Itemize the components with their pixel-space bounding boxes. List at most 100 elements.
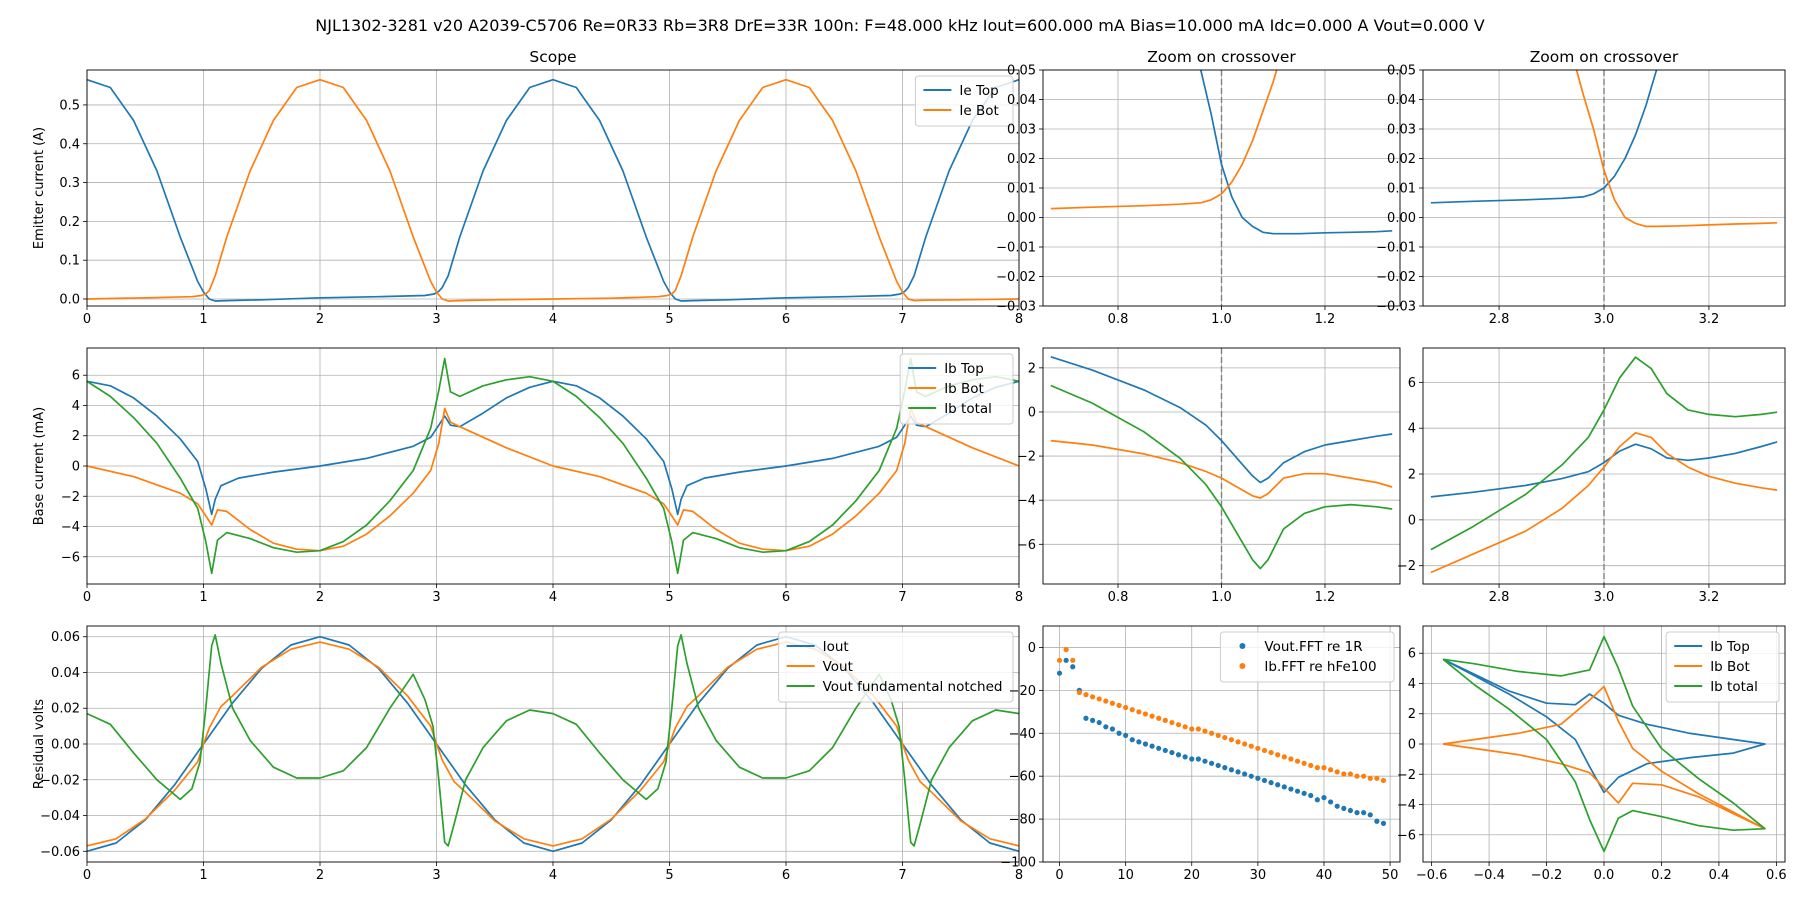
- data-point: [1129, 737, 1135, 743]
- axes-root: 0 1 2 3 4 5 6 7 8 0.0 0.1 0.2 0.3 0.4 0.5 Scope Emitter …: [32, 48, 1787, 883]
- legend-label: Vout: [823, 659, 853, 675]
- legend: Ib Top Ib Bot Ib total: [1665, 631, 1780, 703]
- y-axis-label: Emitter current (A): [32, 127, 47, 249]
- y-tick-label: 0.03: [1387, 123, 1416, 138]
- data-point: [1149, 713, 1155, 719]
- legend-label: Ib Top: [1710, 639, 1750, 655]
- data-point: [1281, 784, 1287, 790]
- x-tick-label: 0.4: [1709, 868, 1730, 883]
- data-point: [1109, 726, 1116, 732]
- data-point: [1255, 745, 1261, 751]
- x-tick-label: 1: [199, 868, 207, 883]
- x-tick-label: 8: [1015, 312, 1023, 327]
- y-tick-label: 0: [1408, 513, 1416, 528]
- y-tick-label: 2: [1028, 361, 1036, 376]
- data-point: [1334, 769, 1340, 775]
- legend: Vout.FFT re 1R Ib.FFT re hFe100: [1219, 631, 1395, 683]
- data-point: [1374, 775, 1380, 781]
- data-point: [1189, 726, 1195, 732]
- x-tick-label: 0.8: [1108, 312, 1129, 327]
- y-tick-label: 0.05: [1007, 64, 1036, 79]
- data-point: [1314, 797, 1320, 803]
- data-point: [1189, 756, 1195, 762]
- data-point: [1275, 752, 1281, 758]
- data-point: [1169, 749, 1175, 756]
- axes-scope-emitter: 0 1 2 3 4 5 6 7 8 0.0 0.1 0.2 0.3 0.4 0.5 Scope Emitter …: [32, 48, 1023, 327]
- plot-area: [87, 78, 1019, 302]
- data-point: [1056, 670, 1063, 676]
- legend-label: Iout: [823, 639, 849, 655]
- y-tick-label: 4: [72, 399, 80, 414]
- y-tick-label: 0.01: [1387, 182, 1416, 197]
- data-point: [1063, 657, 1069, 663]
- y-tick-label: 0.02: [1007, 152, 1036, 167]
- y-tick-label: 2: [1408, 707, 1416, 722]
- data-point: [1056, 657, 1063, 663]
- data-point: [1374, 818, 1380, 824]
- data-point: [1162, 747, 1168, 754]
- x-tick-label: 0: [1055, 868, 1063, 883]
- data-point: [1235, 739, 1241, 745]
- x-tick-label: 8: [1015, 868, 1023, 883]
- axes-frame: [86, 347, 1020, 585]
- axes-title: Scope: [529, 48, 576, 66]
- y-tick-label: 0: [1028, 405, 1036, 420]
- x-tick-label: 0: [83, 312, 91, 327]
- data-point: [1380, 777, 1387, 784]
- data-point: [1327, 799, 1334, 805]
- axes-frame: [86, 69, 1020, 307]
- x-tick-label: 7: [898, 590, 906, 605]
- axes-frame: [1042, 625, 1401, 863]
- y-tick-label: −20: [1009, 684, 1036, 699]
- axes-title: Zoom on crossover: [1530, 48, 1679, 66]
- legend-label: Ib Bot: [944, 381, 984, 397]
- series-line-1: [1050, 70, 1278, 210]
- y-tick-label: −60: [1009, 770, 1036, 785]
- x-tick-label: 0: [83, 868, 91, 883]
- y-tick-label: −4: [61, 520, 80, 535]
- y-tick-label: 0: [1408, 738, 1416, 753]
- axes-frame: [86, 625, 1020, 863]
- plot-area: [1056, 647, 1387, 826]
- data-point: [1156, 715, 1162, 721]
- x-tick-label: 2: [316, 312, 324, 327]
- axes-scope-residual: 0 1 2 3 4 5 6 7 8 −0.06 −0.04 −0.02 0.00 0.02 0.04 0.06…: [32, 625, 1023, 883]
- data-point: [1281, 754, 1287, 760]
- x-tick-label: 50: [1382, 868, 1399, 883]
- x-tick-label: 3: [432, 312, 440, 327]
- series-line-0: [1430, 70, 1658, 204]
- legend-label: Ib Top: [944, 361, 984, 377]
- data-point: [1327, 767, 1334, 773]
- data-point: [1123, 704, 1129, 711]
- data-point: [1268, 780, 1274, 786]
- legend-label: Ie Top: [959, 83, 998, 99]
- axes-zoom1-emitter: 0.8 1.0 1.2 −0.03 −0.02 −0.01 0.00 0.01 0.02 0.03…: [996, 48, 1401, 327]
- x-tick-label: 1: [199, 590, 207, 605]
- data-point: [1103, 724, 1109, 730]
- x-tick-label: 0.6: [1766, 868, 1787, 883]
- x-tick-label: 30: [1250, 868, 1267, 883]
- y-tick-label: 0.3: [59, 176, 80, 191]
- plot-area: [1430, 356, 1778, 574]
- data-point: [1248, 743, 1254, 749]
- x-tick-label: −0.4: [1473, 868, 1505, 883]
- legend-label: Vout fundamental notched: [823, 679, 1003, 695]
- x-tick-label: 0.2: [1651, 868, 1672, 883]
- data-point: [1116, 730, 1122, 736]
- data-point: [1136, 709, 1142, 715]
- legend-marker: [1239, 643, 1246, 649]
- series-line-2: [1442, 635, 1766, 853]
- data-point: [1208, 730, 1215, 736]
- y-tick-label: −0.04: [40, 809, 80, 824]
- y-tick-label: −0.01: [1376, 241, 1416, 256]
- y-tick-label: −6: [1017, 538, 1036, 553]
- legend-box: [1219, 631, 1395, 683]
- axes-fft: 0 10 20 30 40 50 −100 −80 −60 −40 −20 0 Vout.FFT re …: [1000, 625, 1401, 883]
- y-tick-label: 0.03: [1007, 123, 1036, 138]
- data-point: [1222, 765, 1228, 771]
- data-point: [1096, 696, 1102, 702]
- y-axis-label: Residual volts: [32, 699, 47, 789]
- series-line-2: [1430, 356, 1778, 551]
- data-point: [1354, 810, 1360, 816]
- legend-box: [1665, 631, 1780, 703]
